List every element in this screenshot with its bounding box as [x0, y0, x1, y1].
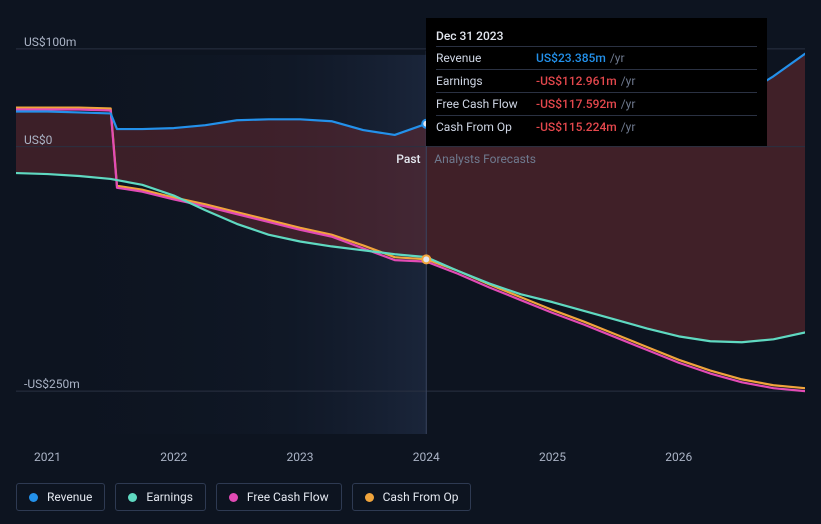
- chart-legend: Revenue Earnings Free Cash Flow Cash From O…: [16, 483, 471, 511]
- tooltip-row-label: Revenue: [436, 49, 536, 67]
- forecasts-label: Analysts Forecasts: [434, 152, 536, 166]
- tooltip-row-label: Free Cash Flow: [436, 95, 536, 113]
- tooltip-row-unit: /yr: [610, 49, 625, 67]
- past-label: Past: [396, 152, 420, 166]
- y-axis-label: US$0: [24, 133, 52, 147]
- legend-swatch: [365, 493, 374, 502]
- tooltip-row: Free Cash Flow-US$117.592m/yr: [436, 93, 757, 116]
- tooltip-date: Dec 31 2023: [436, 26, 757, 47]
- tooltip-row-label: Cash From Op: [436, 118, 536, 136]
- legend-item-cash-from-op[interactable]: Cash From Op: [352, 483, 472, 511]
- x-axis-label: 2025: [539, 450, 566, 464]
- tooltip-row-value: -US$112.961m: [536, 72, 617, 90]
- legend-swatch: [229, 493, 238, 502]
- legend-item-revenue[interactable]: Revenue: [16, 483, 105, 511]
- legend-swatch: [29, 493, 38, 502]
- tooltip-row-label: Earnings: [436, 72, 536, 90]
- legend-label: Revenue: [47, 490, 92, 504]
- y-axis-label: US$100m: [24, 35, 76, 49]
- tooltip-row-value: -US$117.592m: [536, 95, 617, 113]
- tooltip-row-unit: /yr: [621, 118, 636, 136]
- tooltip-row-value: -US$115.224m: [536, 118, 617, 136]
- y-axis-label: -US$250m: [24, 377, 80, 391]
- tooltip-row-unit: /yr: [621, 72, 636, 90]
- x-axis-label: 2023: [287, 450, 314, 464]
- legend-item-earnings[interactable]: Earnings: [115, 483, 206, 511]
- tooltip-row-value: US$23.385m: [536, 49, 606, 67]
- tooltip-row: Earnings-US$112.961m/yr: [436, 70, 757, 93]
- legend-label: Cash From Op: [383, 490, 459, 504]
- legend-item-free-cash-flow[interactable]: Free Cash Flow: [216, 483, 342, 511]
- x-axis-label: 2026: [665, 450, 692, 464]
- legend-label: Earnings: [146, 490, 193, 504]
- x-axis-label: 2022: [160, 450, 187, 464]
- tooltip-row: RevenueUS$23.385m/yr: [436, 47, 757, 70]
- legend-label: Free Cash Flow: [247, 490, 329, 504]
- x-axis-label: 2021: [34, 450, 61, 464]
- tooltip-row: Cash From Op-US$115.224m/yr: [436, 116, 757, 138]
- chart-tooltip: Dec 31 2023 RevenueUS$23.385m/yrEarnings…: [426, 18, 767, 146]
- x-axis-label: 2024: [413, 450, 440, 464]
- tooltip-row-unit: /yr: [621, 95, 636, 113]
- legend-swatch: [128, 493, 137, 502]
